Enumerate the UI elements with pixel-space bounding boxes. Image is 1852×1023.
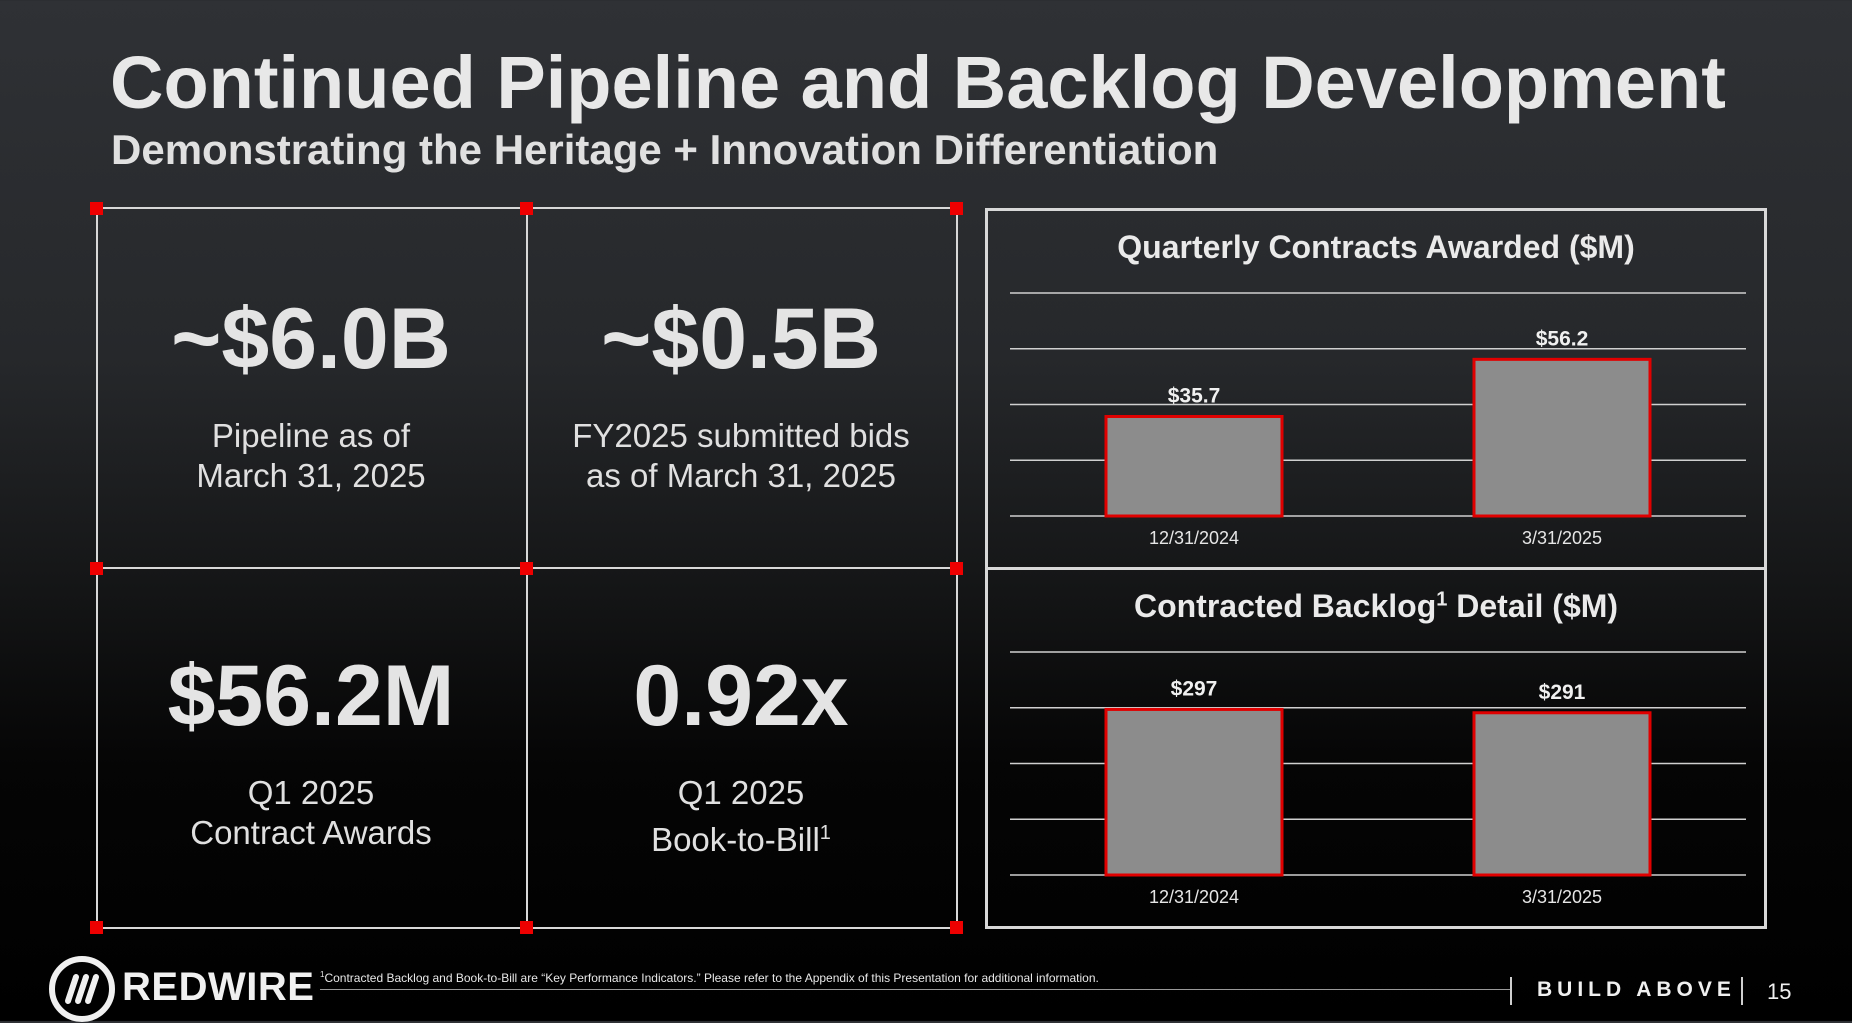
stat-value: 0.92x: [633, 648, 849, 744]
data-label: $291: [1539, 681, 1586, 704]
stat-contract-awards: $56.2M Q1 2025 Contract Awards: [96, 653, 526, 853]
footer-divider: [320, 989, 1510, 990]
stat-label: Pipeline as of March 31, 2025: [196, 417, 426, 494]
grid-corner-marker: [90, 202, 103, 215]
grid-corner-marker: [520, 202, 533, 215]
footnote: 1Contracted Backlog and Book-to-Bill are…: [320, 970, 1099, 985]
chart-plot: $35.7 12/31/2024 $56.2 3/31/2025: [1010, 292, 1746, 548]
chart-plot: $297 12/31/2024 $291 3/31/2025: [1010, 651, 1746, 907]
bar: [1472, 357, 1652, 518]
footer-separator: [1510, 977, 1512, 1005]
chart-title: Contracted Backlog1 Detail ($M): [1133, 588, 1619, 624]
page-subtitle: Demonstrating the Heritage + Innovation …: [111, 126, 1219, 173]
bar: [1104, 414, 1284, 518]
grid-corner-marker: [90, 562, 103, 575]
tagline: BUILD ABOVE: [1537, 978, 1736, 1001]
data-label: $35.7: [1168, 384, 1221, 407]
data-label: $297: [1171, 677, 1218, 700]
category-label: 3/31/2025: [1522, 528, 1602, 548]
bar: [1472, 711, 1652, 877]
stat-value: $56.2M: [167, 648, 455, 744]
data-label: $56.2: [1536, 327, 1589, 350]
stat-value: ~$0.5B: [601, 291, 881, 387]
footnote-marker: 1: [819, 822, 831, 844]
stat-pipeline: ~$6.0B Pipeline as of March 31, 2025: [96, 296, 526, 496]
footer-separator: [1741, 977, 1743, 1005]
chart-contracted-backlog: Contracted Backlog1 Detail ($M) $297 12/3…: [985, 567, 1767, 929]
stat-label: FY2025 submitted bids as of March 31, 20…: [572, 417, 910, 494]
stat-book-to-bill: 0.92x Q1 2025 Book-to-Bill1: [526, 653, 956, 860]
stat-label: Q1 2025 Book-to-Bill1: [651, 774, 831, 858]
stat-submitted-bids: ~$0.5B FY2025 submitted bids as of March…: [526, 296, 956, 496]
logo-wordmark: REDWIRE: [122, 965, 315, 1009]
stat-label: Q1 2025 Contract Awards: [190, 774, 432, 851]
footnote-marker: 1: [1436, 588, 1448, 611]
grid-corner-marker: [950, 921, 963, 934]
grid-corner-marker: [90, 921, 103, 934]
redwire-logo-icon: [49, 956, 115, 1022]
chart-contracts-awarded: Quarterly Contracts Awarded ($M) $35.7 12…: [985, 208, 1767, 570]
grid-corner-marker: [950, 562, 963, 575]
page-title: Continued Pipeline and Backlog Developme…: [110, 41, 1726, 124]
category-label: 12/31/2024: [1149, 887, 1239, 907]
grid-corner-marker: [950, 202, 963, 215]
page-number: 15: [1767, 979, 1792, 1004]
stat-value: ~$6.0B: [171, 291, 451, 387]
bar: [1104, 707, 1284, 877]
grid-corner-marker: [520, 562, 533, 575]
chart-title: Quarterly Contracts Awarded ($M): [1117, 229, 1635, 265]
category-label: 3/31/2025: [1522, 887, 1602, 907]
grid-corner-marker: [520, 921, 533, 934]
category-label: 12/31/2024: [1149, 528, 1239, 548]
